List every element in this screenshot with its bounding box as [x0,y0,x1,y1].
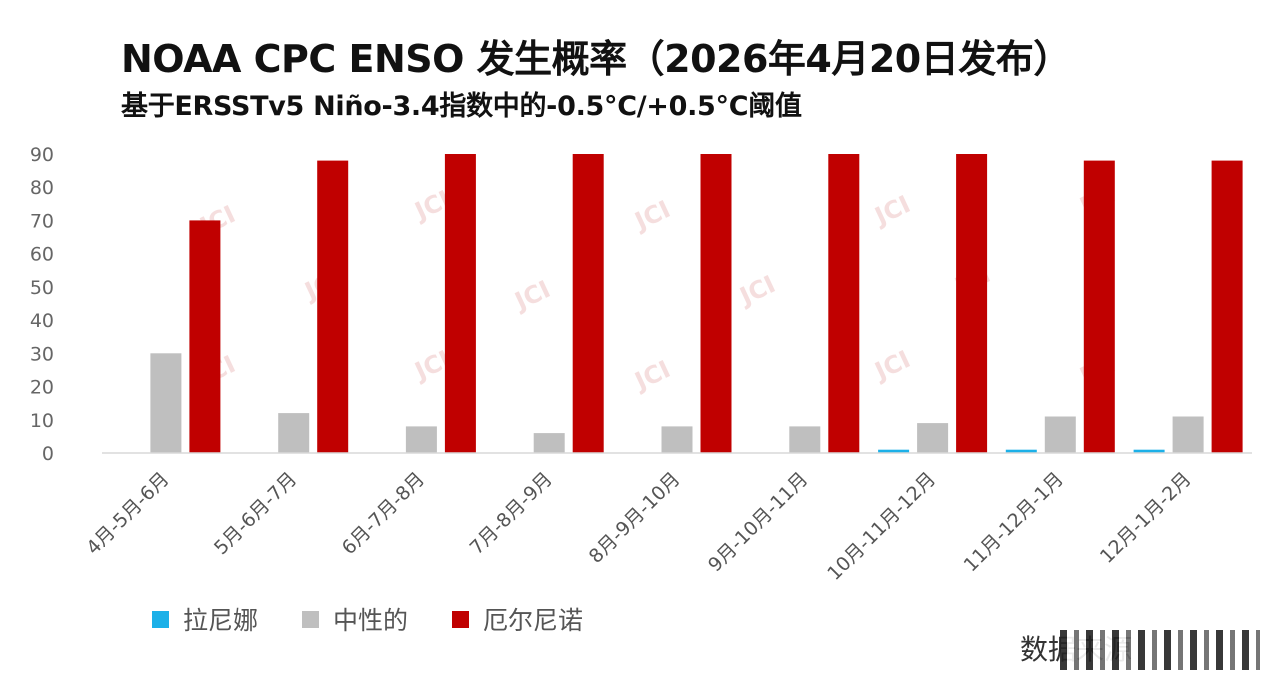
legend-label-la-nina: 拉尼娜 [183,606,259,635]
legend-swatch-la-nina [152,610,169,628]
legend-item-el-nino: 厄尔尼诺 [452,601,583,637]
bar-la-nina [878,449,910,453]
bar-el-nino [317,160,349,453]
x-axis-labels: 4月-5月-6月 5月-6月-7月 6月-7月-8月 7月-8月-9月 8月-9月-10… [82,468,1195,585]
x-category-label: 5月-6月-7月 [210,468,301,559]
bar-neutral [533,433,565,453]
x-category-label: 10月-11月-12月 [823,468,940,585]
legend-swatch-el-nino [452,610,470,628]
watermark: JCI [629,355,675,396]
source-redaction-mask [1060,630,1260,670]
bar-la-nina [1005,449,1037,453]
bar-neutral [1044,416,1076,453]
bar-el-nino [189,220,221,453]
legend-label-neutral: 中性的 [333,606,409,635]
bar-el-nino [1211,160,1243,453]
bar-neutral [789,426,821,453]
x-category-label: 12月-1月-2月 [1096,468,1196,568]
bar-el-nino [828,154,860,453]
y-tick-label: 90 [30,144,54,166]
y-tick-label: 30 [30,343,54,365]
bars-layer [150,154,1243,453]
legend-item-la-nina: 拉尼娜 [152,601,258,637]
watermark: JCI [734,270,780,311]
bar-neutral [1172,416,1204,453]
bar-neutral [405,426,437,453]
bar-neutral [661,426,693,453]
watermark: JCI [869,345,915,386]
y-tick-label: 40 [30,310,54,332]
y-tick-label: 50 [30,277,54,299]
x-category-label: 4月-5月-6月 [82,468,173,559]
y-tick-label: 70 [30,210,54,232]
watermark: JCI [629,195,675,236]
bar-el-nino [1083,160,1115,453]
y-axis-ticks: 0 10 20 30 40 50 60 70 80 90 [30,144,54,465]
y-tick-label: 80 [30,177,54,199]
legend-swatch-neutral [302,610,320,628]
x-category-label: 8月-9月-10月 [585,468,685,568]
watermark: JCI [869,190,915,231]
y-tick-label: 60 [30,244,54,266]
bar-neutral [278,413,310,453]
x-category-label: 6月-7月-8月 [338,468,429,559]
legend: 拉尼娜 中性的 厄尔尼诺 [152,601,583,637]
x-category-label: 7月-8月-9月 [466,468,557,559]
bar-el-nino [572,154,604,453]
bar-el-nino [444,154,476,453]
legend-label-el-nino: 厄尔尼诺 [483,606,584,635]
bar-el-nino [700,154,732,453]
x-category-label: 11月-12月-1月 [960,468,1068,576]
bar-el-nino [956,154,988,453]
y-tick-label: 0 [42,443,54,465]
bar-la-nina [1133,449,1165,453]
legend-item-neutral: 中性的 [302,601,408,637]
chart-title: NOAA CPC ENSO 发生概率（2026年4月20日发布） [121,37,1071,81]
watermark: JCI [509,275,555,316]
y-tick-label: 20 [30,377,54,399]
bar-neutral [150,353,182,453]
bar-neutral [917,423,949,453]
chart-subtitle: 基于ERSSTv5 Niño-3.4指数中的-0.5°C/+0.5°C阈值 [121,91,802,122]
y-tick-label: 10 [30,410,54,432]
bar-chart: JCIJCIJCIJCIJCIJCIJCIJCIJCIJCIJCIJCIJCIJ… [30,144,1252,585]
x-category-label: 9月-10月-11月 [704,468,812,576]
